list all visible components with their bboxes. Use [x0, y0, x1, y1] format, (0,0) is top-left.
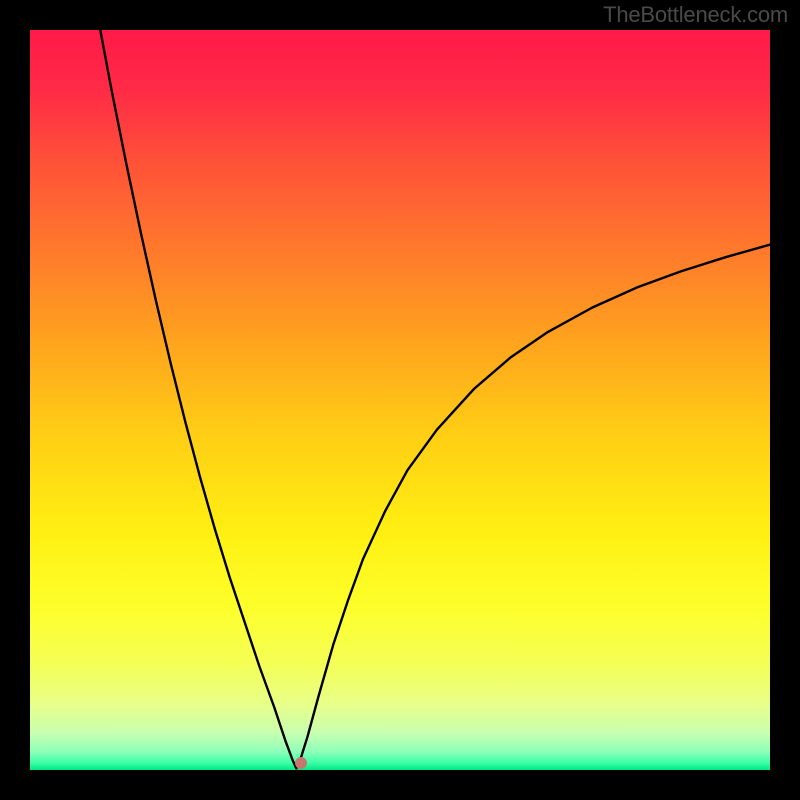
optimum-marker — [295, 757, 307, 769]
watermark-text: TheBottleneck.com — [603, 2, 788, 28]
plot-area — [30, 30, 770, 770]
curve-layer — [30, 30, 770, 770]
bottleneck-curve — [100, 30, 770, 769]
chart-frame: TheBottleneck.com — [0, 0, 800, 800]
